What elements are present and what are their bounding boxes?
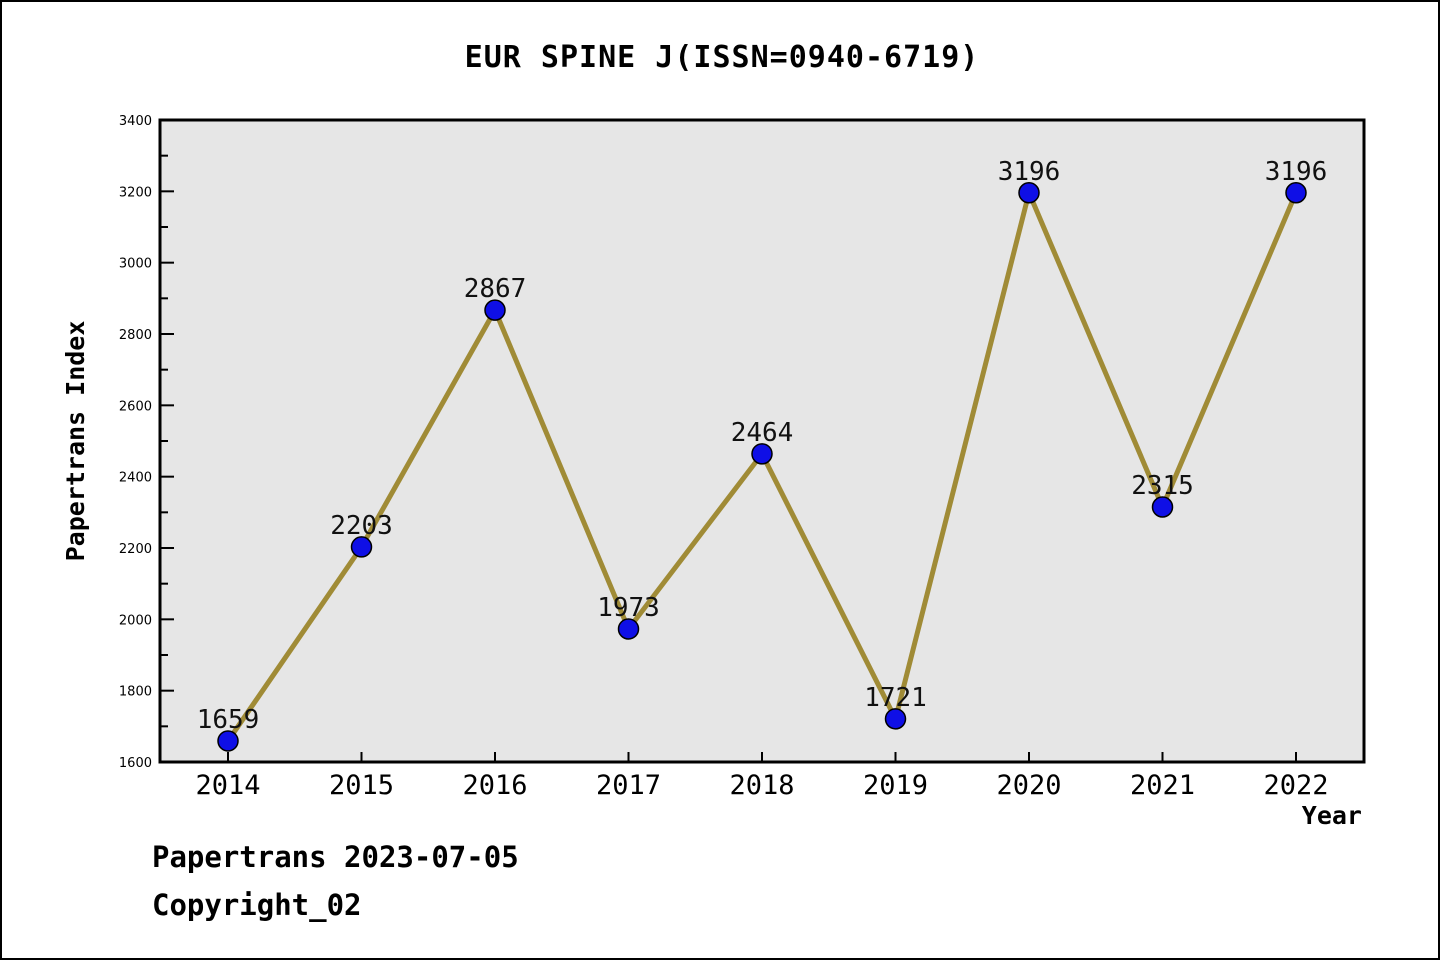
y-tick-label: 1600: [119, 756, 152, 771]
x-tick-label: 2016: [462, 770, 527, 801]
x-tick-label: 2017: [596, 770, 661, 801]
data-point: [617, 618, 640, 640]
data-point-label: 2315: [1131, 471, 1194, 501]
x-tick-label: 2020: [996, 770, 1061, 801]
footer-copyright: Copyright_02: [152, 888, 362, 922]
y-tick-label: 2600: [119, 399, 152, 414]
y-tick-label: 3000: [119, 257, 152, 272]
y-tick-label: 3200: [119, 185, 152, 200]
data-point: [884, 708, 907, 730]
data-point-label: 2464: [731, 418, 794, 448]
footer-source: Papertrans 2023-07-05: [152, 840, 519, 874]
y-tick-label: 2400: [119, 471, 152, 486]
x-tick-label: 2018: [729, 770, 794, 801]
x-tick-label: 2021: [1130, 770, 1195, 801]
plot-frame: [158, 118, 1366, 764]
data-point-label: 3196: [998, 157, 1061, 187]
data-point-label: 3196: [1265, 157, 1328, 187]
x-tick-label: 2019: [863, 770, 928, 801]
x-tick-label: 2015: [329, 770, 394, 801]
data-point: [350, 536, 373, 558]
data-point: [1018, 182, 1040, 204]
y-tick-label: 2200: [119, 542, 152, 557]
y-axis-title: Papertrans Index: [61, 321, 90, 562]
x-axis-title: Year: [1302, 801, 1362, 830]
data-point-label: 2867: [464, 274, 527, 304]
y-tick-label: 3400: [119, 114, 152, 129]
data-point-label: 1659: [197, 705, 260, 735]
y-tick-label: 2000: [119, 613, 152, 628]
data-point: [217, 730, 239, 752]
data-point-label: 1721: [864, 683, 927, 713]
x-tick-label: 2022: [1263, 770, 1328, 801]
plot-area: [160, 120, 1364, 762]
data-point-label: 1973: [597, 593, 660, 623]
x-tick-label: 2014: [195, 770, 260, 801]
y-tick-label: 1800: [119, 685, 152, 700]
data-point-label: 2203: [330, 511, 393, 541]
data-point: [1285, 182, 1307, 204]
data-point: [484, 299, 506, 321]
data-point: [751, 443, 773, 465]
chart-title: EUR SPINE J(ISSN=0940-6719): [464, 40, 980, 75]
y-tick-label: 2800: [119, 328, 152, 343]
data-point: [1151, 496, 1174, 518]
